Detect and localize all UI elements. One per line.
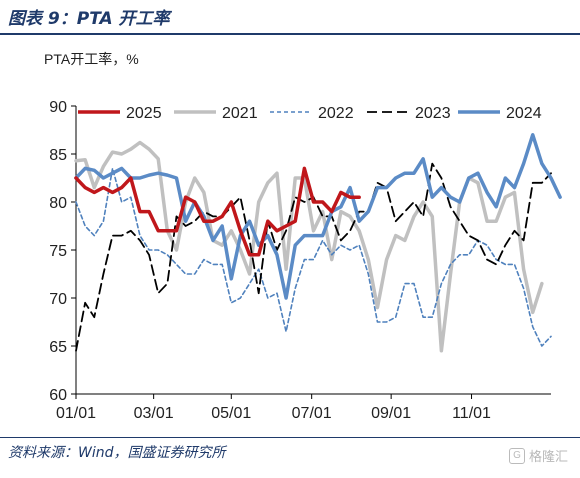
series-line-2025 xyxy=(74,166,361,257)
legend-label-2023: 2023 xyxy=(415,105,451,122)
line-chart: PTA开工率，% 60 65 70 75 80 85 90 01/01 03/01 05/01 07… xyxy=(44,51,562,422)
y-tick-label: 65 xyxy=(49,339,67,356)
title-divider xyxy=(0,33,580,35)
series-line-2021 xyxy=(74,140,544,353)
y-tick-label: 90 xyxy=(49,99,67,116)
legend-label-2021: 2021 xyxy=(222,105,258,122)
axes: 60 65 70 75 80 85 90 01/01 03/01 05/01 07/01 09/01 1… xyxy=(49,99,551,422)
legend-label-2025: 2025 xyxy=(126,105,162,122)
source-note: 资料来源：Wind，国盛证券研究所 xyxy=(8,445,226,461)
figure-title: 图表 9：PTA 开工率 xyxy=(8,9,170,29)
legend-label-2024: 2024 xyxy=(506,105,542,122)
y-tick-label: 80 xyxy=(49,195,67,212)
y-tick-label: 60 xyxy=(49,387,67,404)
x-tick-label: 07/01 xyxy=(292,405,332,422)
series-line-2024 xyxy=(74,133,562,300)
y-axis-unit-label: PTA开工率，% xyxy=(44,51,139,67)
x-tick-label: 03/01 xyxy=(134,405,174,422)
legend: 2025 2021 2022 2023 2024 xyxy=(78,105,542,122)
x-tick-label: 11/01 xyxy=(452,405,491,422)
x-tick-label: 01/01 xyxy=(56,405,96,422)
watermark-logo-icon: G xyxy=(508,447,525,464)
watermark-text: 格隆汇 xyxy=(528,449,568,464)
y-tick-label: 75 xyxy=(49,243,67,260)
watermark: G 格隆汇 xyxy=(508,446,568,465)
y-tick-label: 85 xyxy=(49,147,67,164)
x-tick-label: 05/01 xyxy=(211,405,251,422)
series-line-2022 xyxy=(75,167,552,347)
footer-divider xyxy=(0,437,580,438)
x-tick-label: 09/01 xyxy=(371,405,411,422)
y-tick-label: 70 xyxy=(49,291,67,308)
legend-label-2022: 2022 xyxy=(318,105,354,122)
series-lines xyxy=(74,133,562,353)
